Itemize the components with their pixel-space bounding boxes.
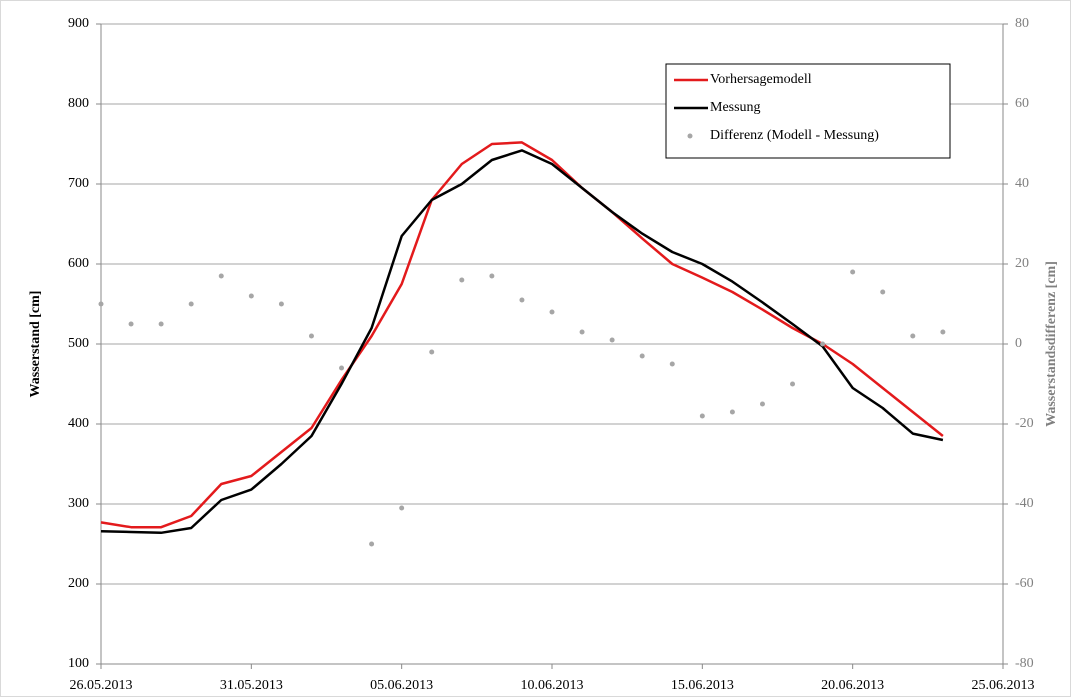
difference-point [609,337,615,343]
difference-point [248,293,254,299]
series-line [100,149,944,535]
difference-point [98,301,104,307]
difference-point [790,381,796,387]
difference-point [759,401,765,407]
difference-point [218,273,224,279]
difference-point [369,541,375,547]
x-tick-label: 10.06.2013 [521,678,584,693]
y2-tick-label: -40 [1015,496,1034,511]
difference-point [669,361,675,367]
difference-point [549,309,555,315]
difference-point [489,273,495,279]
y2-tick-label: 80 [1015,16,1029,31]
series-line [100,141,944,529]
legend-label: Differenz (Modell - Messung) [710,128,879,143]
x-tick-label: 05.06.2013 [370,678,433,693]
x-tick-label: 20.06.2013 [821,678,884,693]
y2-tick-label: -20 [1015,416,1034,431]
difference-point [579,329,585,335]
legend-box [665,63,951,159]
y2-tick-label: 40 [1015,176,1029,191]
y-tick-label: 500 [68,336,89,351]
x-tick-label: 15.06.2013 [671,678,734,693]
difference-point [519,297,525,303]
difference-point [639,353,645,359]
x-tick-label: 26.05.2013 [70,678,133,693]
y-tick-label: 700 [68,176,89,191]
difference-point [459,277,465,283]
difference-point [188,301,194,307]
difference-point [940,329,946,335]
y2-axis-label: Wasserstandsdifferenz [cm] [1044,261,1059,427]
y-tick-label: 200 [68,576,89,591]
x-tick-label: 31.05.2013 [220,678,283,693]
difference-point [429,349,435,355]
y2-tick-label: 0 [1015,336,1022,351]
y2-tick-label: -60 [1015,576,1034,591]
y2-tick-label: -80 [1015,656,1034,671]
difference-point [729,409,735,415]
x-tick-label: 25.06.2013 [972,678,1035,693]
y-tick-label: 600 [68,256,89,271]
difference-point [850,269,856,275]
y-axis-label: Wasserstand [cm] [28,291,43,398]
difference-point [880,289,886,295]
legend-label: Messung [710,100,761,115]
y-tick-label: 400 [68,416,89,431]
y-tick-label: 900 [68,16,89,31]
y-tick-label: 300 [68,496,89,511]
y-tick-label: 100 [68,656,89,671]
y2-tick-label: 60 [1015,96,1029,111]
difference-point [399,505,405,511]
difference-point [308,333,314,339]
legend-marker [687,133,693,139]
difference-point [278,301,284,307]
y2-tick-label: 20 [1015,256,1029,271]
y-tick-label: 800 [68,96,89,111]
difference-point [339,365,345,371]
difference-point [820,341,826,347]
difference-point [158,321,164,327]
difference-point [699,413,705,419]
difference-point [128,321,134,327]
difference-point [910,333,916,339]
legend-label: Vorhersagemodell [710,72,812,87]
